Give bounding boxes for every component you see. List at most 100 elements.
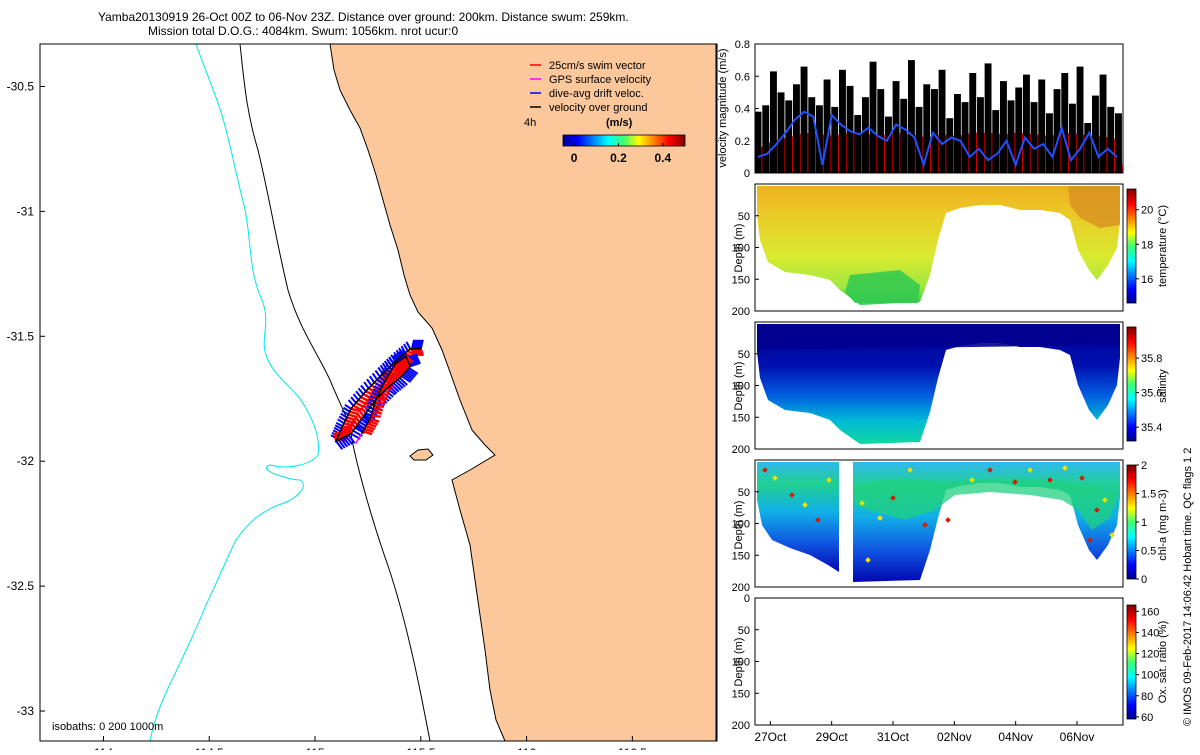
ground-speed-bar (992, 110, 1000, 173)
map-ytick-label: -32.5 (7, 579, 35, 593)
drift-vector (341, 409, 349, 416)
swim-vector (374, 404, 385, 409)
swim-vector (370, 414, 381, 419)
map-colorbar-tick-label: 0.2 (610, 151, 627, 165)
chl-qc-point (826, 477, 832, 483)
drift-vector (396, 352, 402, 361)
legend-scale-label: 4h (524, 117, 536, 129)
drift-vector (340, 412, 348, 419)
drift-vector (367, 401, 375, 407)
drift-vector (418, 339, 423, 349)
ground-speed-bar (854, 115, 862, 173)
colorbar-tick-label: 140 (1141, 627, 1159, 639)
drift-vector (368, 375, 376, 384)
drift-vector (369, 395, 377, 400)
depth-tick-label: 150 (732, 274, 750, 286)
swim-vector (383, 382, 393, 388)
ground-speed-bar (1061, 73, 1069, 173)
swim-vector (389, 371, 400, 377)
swim-vector (375, 400, 386, 405)
swim-vector (365, 390, 375, 397)
swim-vector (347, 424, 355, 432)
map-ytick-label: -31 (17, 204, 35, 218)
temperature-panel: 50 100 150 200 Depth (m) 16 18 20 temperature… (732, 183, 1169, 318)
colorbar-tick-label: 1 (1141, 517, 1147, 529)
ground-speed-bar (1115, 113, 1122, 173)
ground-speed-bar (762, 105, 770, 173)
drift-vector (360, 418, 368, 425)
drift-vector (350, 396, 357, 404)
swim-vector (399, 359, 409, 367)
drift-vector (378, 376, 386, 383)
drift-speed-line (757, 110, 1118, 169)
colorbar-tick-label: 80 (1141, 691, 1153, 703)
chl-qc-point (1062, 465, 1068, 471)
ground-speed-bar (1053, 89, 1061, 173)
legend-swim-label: 25cm/s swim vector (549, 60, 646, 72)
drift-vector (394, 380, 404, 390)
swim-vector (368, 420, 378, 426)
ground-speed-bar (1069, 103, 1076, 173)
colorbar-tick-label: 35.8 (1141, 353, 1162, 365)
drift-vector (398, 351, 404, 360)
isobath-200m (239, 44, 431, 741)
map-xtick-label: 116.5 (618, 746, 647, 750)
map-panel: 114 114.5 115 115.5 116 116.5 -30.5 -31 -31.5 -3… (7, 43, 718, 755)
chl-qc-point (1109, 532, 1115, 538)
colorbar-tick-label: 160 (1141, 606, 1159, 618)
chlorophyll-colorbar-label: chl-a (mg m-3) (1157, 489, 1169, 561)
chlorophyll-green-layer (853, 478, 1118, 530)
drift-vector (398, 377, 408, 386)
depth-tick-label: 100 (732, 519, 750, 531)
drift-vector (412, 339, 417, 349)
swim-vector (343, 427, 348, 437)
swim-vector (350, 407, 361, 413)
depth-tick-label: 200 (732, 582, 750, 594)
drift-vector (345, 435, 353, 445)
ground-speed-bar (1023, 74, 1030, 173)
chl-qc-point (859, 500, 865, 506)
map-legend: 25cm/s swim vector GPS surface velocity … (524, 60, 686, 165)
salinity-colorbar (1126, 326, 1137, 442)
swim-vector (345, 427, 352, 435)
chl-qc-point (890, 495, 896, 501)
ground-speed-bar (923, 84, 931, 173)
map-colorbar-tick-label: 0 (571, 151, 578, 165)
ground-speed-bar (915, 106, 923, 173)
map-frame (39, 43, 718, 742)
temperature-warm-patch (1068, 186, 1120, 228)
swim-vector (365, 425, 376, 431)
ground-speed-bar (785, 100, 793, 173)
swim-vector (352, 404, 363, 412)
ground-speed-bar (1099, 74, 1107, 173)
chl-qc-point (815, 517, 821, 523)
drift-vector (347, 434, 356, 444)
drift-vector (404, 372, 415, 380)
ground-speed-bar (1046, 113, 1053, 173)
drift-vector (396, 378, 406, 388)
depth-tick-label: 150 (732, 412, 750, 424)
velocity-ytick-label: 0.2 (735, 136, 750, 148)
header-line-2: Mission total D.O.G.: 4084km. Swum: 1056… (148, 24, 458, 38)
copyright-note: © IMOS 09-Feb-2017 14:06:42 Hobart time.… (1182, 448, 1194, 726)
chl-qc-point (1087, 537, 1093, 543)
drift-vector (371, 372, 378, 381)
chl-qc-point (865, 557, 871, 563)
drift-vector (400, 349, 406, 358)
drift-vector (366, 378, 373, 387)
drift-vector (357, 423, 365, 430)
colorbar-tick-label: 20 (1141, 205, 1153, 217)
ground-speed-bar (877, 89, 885, 173)
salinity-ylabel: Depth (m) (733, 362, 745, 411)
depth-tick-label: 100 (732, 243, 750, 255)
chlorophyll-panel: 50 100 150 200 Depth (m) 0 0.5 1 1.5 2 chl-a (m… (732, 459, 1169, 594)
temperature-colorbar (1126, 188, 1137, 304)
map-ytick-label: -33 (17, 704, 35, 718)
swim-vector (373, 407, 384, 412)
velocity-ytick-label: 0.4 (735, 104, 750, 116)
date-tick-label: 31Oct (877, 730, 910, 744)
drift-vector (408, 367, 419, 375)
legend-gps-label: GPS surface velocity (549, 74, 652, 86)
ground-speed-bar (1038, 79, 1046, 173)
